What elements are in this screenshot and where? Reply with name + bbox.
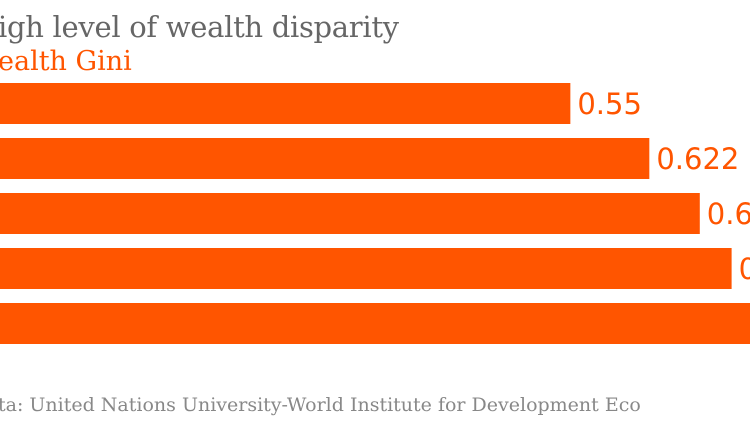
chart-subtitle: ealth Gini <box>0 46 132 77</box>
data-label: 0.622 <box>656 142 739 176</box>
bar <box>0 193 700 234</box>
chart-title: igh level of wealth disparity <box>0 10 399 44</box>
bar <box>0 138 650 179</box>
bar <box>0 303 750 344</box>
data-label: 0.668 <box>707 197 750 231</box>
source-note: ta: United Nations University-World Inst… <box>0 394 641 416</box>
bar <box>0 83 571 124</box>
data-label: 0.697 <box>739 252 750 286</box>
data-label: 0.55 <box>577 87 642 121</box>
bar <box>0 248 732 289</box>
